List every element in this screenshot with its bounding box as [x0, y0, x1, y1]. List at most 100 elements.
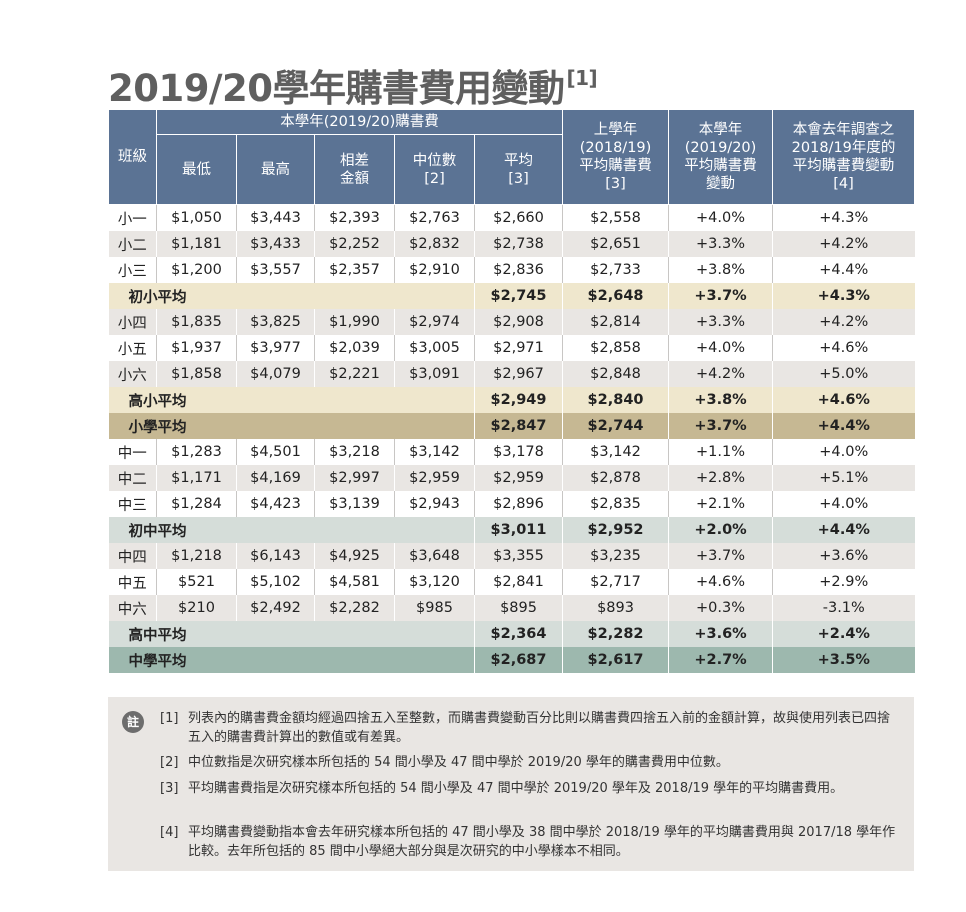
table-cell: $3,648: [394, 543, 475, 569]
average-value-cell: $2,364: [473, 621, 563, 647]
average-value-cell: $2,847: [473, 413, 563, 439]
average-value-cell: $2,744: [562, 413, 669, 439]
note-text: 平均購書費指是次研究樣本所包括的 54 間小學及 47 間中學於 2019/20…: [188, 781, 844, 796]
header-change-line1: 本學年: [698, 122, 743, 138]
table-cell: $4,079: [236, 361, 315, 387]
header-median-line1: 中位數: [412, 152, 457, 169]
table-cell: $5,102: [236, 569, 315, 595]
table-cell: $2,738: [473, 231, 563, 257]
class-label-cell: 中五: [108, 569, 157, 595]
average-row: 初中平均 $3,011 $2,952 +2.0% +4.4%: [108, 517, 915, 543]
table-cell: $3,142: [394, 439, 475, 465]
header-mean-line1: 平均: [504, 152, 534, 169]
average-value-cell: +4.4%: [772, 413, 915, 439]
average-row: 高小平均 $2,949 $2,840 +3.8% +4.6%: [108, 387, 915, 413]
average-value-cell: +3.7%: [668, 413, 773, 439]
note-text: 平均購書費變動指本會去年研究樣本所包括的 47 間小學及 38 間中學於 201…: [188, 825, 896, 859]
table-cell: +3.8%: [668, 257, 773, 283]
header-mean: 平均 [3]: [473, 134, 564, 205]
note-item: [1] 列表內的購書費金額均經過四捨五入至整數，而購書費變動百分比則以購書費四捨…: [160, 709, 900, 747]
table-cell: $2,733: [562, 257, 669, 283]
table-row: 中六 $210 $2,492 $2,282 $985 $895 $893 +0.3% -3.1%: [108, 595, 915, 621]
table-cell: +1.1%: [668, 439, 773, 465]
header-last-line2: 2018/19年度的: [791, 140, 896, 156]
table-cell: +4.0%: [772, 491, 915, 517]
class-label-cell: 中二: [108, 465, 157, 491]
table-row: 中二 $1,171 $4,169 $2,997 $2,959 $2,959 $2,878 +2…: [108, 465, 915, 491]
table-cell: $521: [156, 569, 237, 595]
table-cell: $2,908: [473, 309, 563, 335]
table-cell: +4.0%: [772, 439, 915, 465]
average-label-cell: 初中平均: [108, 517, 475, 543]
header-prev-avg-line3: 平均購書費: [579, 158, 652, 174]
average-row: 小學平均 $2,847 $2,744 +3.7% +4.4%: [108, 413, 915, 439]
class-label-cell: 小三: [108, 257, 157, 283]
table-cell: $2,357: [314, 257, 395, 283]
table-cell: +4.3%: [772, 204, 915, 231]
table-cell: $1,937: [156, 335, 237, 361]
book-fee-table: 班級 本學年(2019/20)購書費 上學年 (2018/19) 平均購書費 […: [108, 109, 916, 673]
header-min: 最低: [156, 134, 237, 205]
table-row: 中四 $1,218 $6,143 $4,925 $3,648 $3,355 $3,235 +3…: [108, 543, 915, 569]
header-last-line1: 本會去年調查之: [792, 122, 895, 138]
table-cell: $895: [473, 595, 563, 621]
header-difference-line1: 相差: [340, 152, 369, 169]
table-cell: +3.7%: [668, 543, 773, 569]
header-prev-avg-line2: (2018/19): [579, 140, 652, 156]
header-class: 班級: [108, 109, 157, 205]
average-value-cell: +2.0%: [668, 517, 773, 543]
table-cell: $2,252: [314, 231, 395, 257]
table-cell: $3,443: [236, 204, 315, 231]
table-cell: $2,910: [394, 257, 475, 283]
class-label-cell: 小四: [108, 309, 157, 335]
table-cell: $4,925: [314, 543, 395, 569]
class-label-cell: 中四: [108, 543, 157, 569]
table-cell: $4,501: [236, 439, 315, 465]
table-row: 小五 $1,937 $3,977 $2,039 $3,005 $2,971 $2,858 +4…: [108, 335, 915, 361]
table-row: 小二 $1,181 $3,433 $2,252 $2,832 $2,738 $2,651 +3…: [108, 231, 915, 257]
table-cell: $2,967: [473, 361, 563, 387]
table-cell: $2,282: [314, 595, 395, 621]
table-row: 中三 $1,284 $4,423 $3,139 $2,943 $2,896 $2,835 +2…: [108, 491, 915, 517]
table-row: 中一 $1,283 $4,501 $3,218 $3,142 $3,178 $3,142 +1…: [108, 439, 915, 465]
average-value-cell: +4.3%: [772, 283, 915, 309]
table-cell: $2,763: [394, 204, 475, 231]
table-cell: +5.0%: [772, 361, 915, 387]
table-cell: $6,143: [236, 543, 315, 569]
table-cell: $2,393: [314, 204, 395, 231]
table-cell: +2.1%: [668, 491, 773, 517]
average-value-cell: $3,011: [473, 517, 563, 543]
class-label-cell: 中六: [108, 595, 157, 621]
table-row: 小三 $1,200 $3,557 $2,357 $2,910 $2,836 $2,733 +3…: [108, 257, 915, 283]
average-value-cell: $2,648: [562, 283, 669, 309]
table-cell: $985: [394, 595, 475, 621]
table-cell: $2,832: [394, 231, 475, 257]
table-cell: +4.2%: [772, 231, 915, 257]
header-last-line4: [4]: [833, 176, 854, 192]
table-cell: $893: [562, 595, 669, 621]
table-cell: $1,990: [314, 309, 395, 335]
header-mean-line2: [3]: [508, 170, 529, 187]
table-cell: $3,139: [314, 491, 395, 517]
class-label-cell: 中三: [108, 491, 157, 517]
table-cell: $3,355: [473, 543, 563, 569]
table-cell: $2,974: [394, 309, 475, 335]
header-prev-avg-line1: 上學年: [593, 122, 638, 138]
table-cell: $2,814: [562, 309, 669, 335]
note-item: [4] 平均購書費變動指本會去年研究樣本所包括的 47 間小學及 38 間中學於…: [160, 823, 900, 861]
table-cell: $3,218: [314, 439, 395, 465]
table-cell: $2,841: [473, 569, 563, 595]
table-cell: +4.0%: [668, 204, 773, 231]
table-cell: $1,283: [156, 439, 237, 465]
table-cell: $1,171: [156, 465, 237, 491]
title-footnote-ref: [1]: [566, 66, 598, 90]
table-cell: $2,836: [473, 257, 563, 283]
table-row: 中五 $521 $5,102 $4,581 $3,120 $2,841 $2,717 +4.6…: [108, 569, 915, 595]
class-label-cell: 小六: [108, 361, 157, 387]
table-cell: $2,943: [394, 491, 475, 517]
table-cell: $1,181: [156, 231, 237, 257]
table-cell: +3.3%: [668, 309, 773, 335]
table-cell: $2,896: [473, 491, 563, 517]
average-value-cell: $2,952: [562, 517, 669, 543]
notes-badge: 註: [122, 711, 144, 733]
